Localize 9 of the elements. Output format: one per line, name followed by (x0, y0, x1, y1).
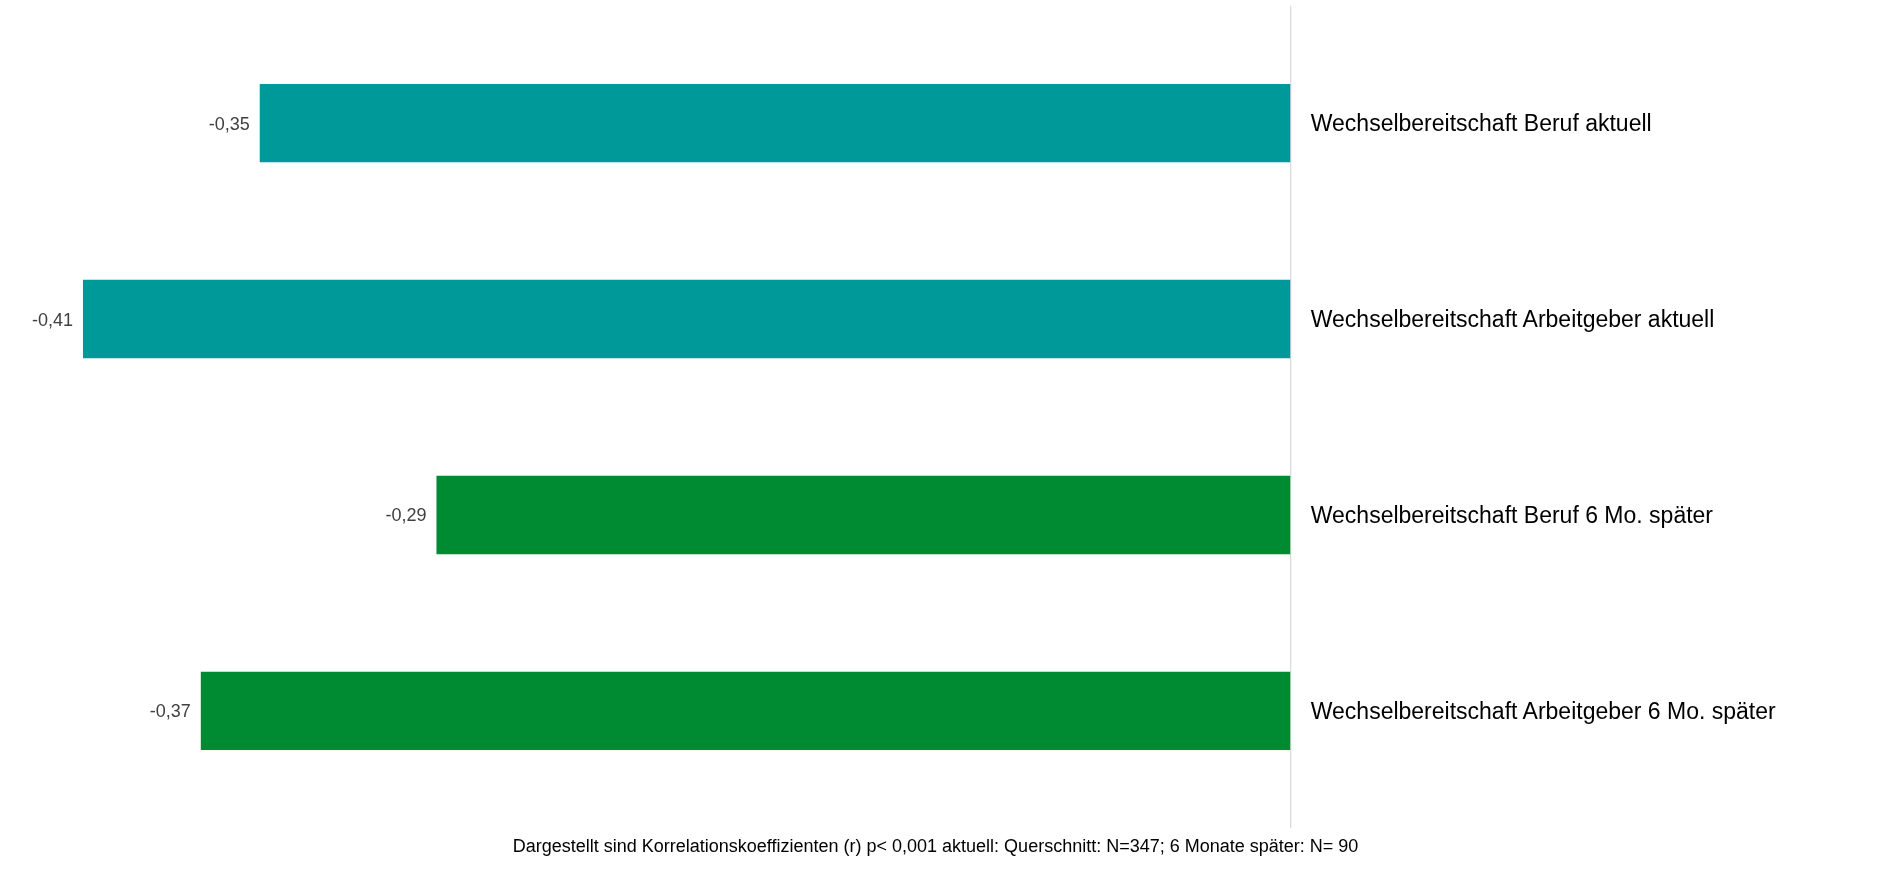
y-tick-label: Wechselbereitschaft Arbeitgeber aktuell (1310, 306, 1715, 333)
data-label: -0,37 (149, 701, 191, 722)
data-label: -0,41 (31, 309, 73, 330)
y-tick-label: Wechselbereitschaft Beruf aktuell (1310, 110, 1652, 137)
text: Dargestellt sind Korrelationskoeffizienten (r) p< 0,001 aktuell: Querschnitt: N=347; 6 Monate später: N= 90 (512, 835, 1359, 856)
data-label: -0,29 (385, 505, 427, 526)
data-label: -0,35 (208, 113, 250, 134)
y-tick-label: Wechselbereitschaft Arbeitgeber 6 Mo. später (1310, 697, 1777, 724)
y-tick-label: Wechselbereitschaft Beruf 6 Mo. später (1310, 501, 1714, 528)
